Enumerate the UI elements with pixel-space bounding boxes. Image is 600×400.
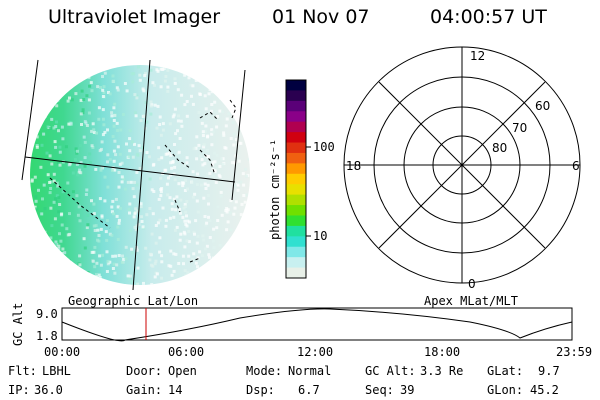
timeline-xtick-0600: 06:00: [168, 345, 204, 359]
colorbar-swatch: [286, 225, 306, 237]
colorbar-swatch: [286, 173, 306, 185]
colorbar-swatch: [286, 257, 306, 269]
timeline-ytick-top: 9.0: [36, 307, 58, 321]
mlt-label-0: 0: [468, 277, 476, 291]
timeline-left-title: Geographic Lat/Lon: [68, 294, 198, 308]
colorbar-swatch: [286, 80, 306, 91]
status-panel: Flt: LBHL Door: Open Mode: Normal GC Alt…: [8, 364, 560, 397]
colorbar-swatch: [286, 215, 306, 227]
filter-label: Flt:: [8, 364, 37, 378]
colorbar: 100 10 photon cm⁻²s⁻¹: [268, 79, 335, 279]
colorbar-unit-label: photon cm⁻²s⁻¹: [268, 139, 282, 240]
filter-value: LBHL: [42, 364, 71, 378]
mlat-label-70: 70: [512, 121, 527, 135]
colorbar-swatch: [286, 111, 306, 123]
time-label: 04:00:57 UT: [430, 6, 547, 28]
timeline-xtick-1200: 12:00: [297, 345, 333, 359]
mlt-label-18: 18: [346, 159, 361, 173]
colorbar-swatch: [286, 100, 306, 112]
timeline-xtick-2359: 23:59: [556, 345, 592, 359]
geo-grid-lines: [21, 59, 246, 291]
colorbar-swatch: [286, 90, 306, 102]
ip-value: 36.0: [34, 383, 63, 397]
colorbar-swatch: [286, 205, 306, 216]
ip-label: IP:: [8, 383, 30, 397]
door-label: Door:: [126, 364, 162, 378]
gain-value: 14: [168, 383, 182, 397]
glon-label: GLon:: [487, 383, 523, 397]
colorbar-tick-10: 10: [313, 229, 327, 243]
aurora-image: [21, 59, 250, 291]
glat-label: GLat:: [487, 364, 523, 378]
gcalt-value: 3.3 Re: [420, 364, 463, 378]
glon-value: 45.2: [530, 383, 559, 397]
colorbar-swatch: [286, 142, 306, 154]
colorbar-swatch: [286, 152, 306, 164]
timeline-right-title: Apex MLat/MLT: [424, 294, 518, 308]
colorbar-tick-100: 100: [313, 140, 335, 154]
seq-label: Seq:: [365, 383, 394, 397]
altitude-timeline: Geographic Lat/Lon Apex MLat/MLT GC Alt …: [11, 294, 592, 359]
mlt-label-12: 12: [470, 49, 485, 63]
colorbar-swatch: [286, 121, 306, 133]
mlat-label-60: 60: [535, 99, 550, 113]
instrument-title: Ultraviolet Imager: [48, 6, 221, 28]
altitude-curve: [61, 308, 573, 342]
colorbar-swatch: [286, 236, 306, 248]
colorbar-swatch: [286, 267, 306, 279]
dsp-label: Dsp:: [246, 383, 275, 397]
coastline: [49, 99, 237, 263]
colorbar-swatch: [286, 132, 306, 144]
timeline-ytick-bottom: 1.8: [36, 329, 58, 343]
date-label: 01 Nov 07: [272, 6, 370, 28]
colorbar-swatch: [286, 246, 306, 258]
mode-label: Mode:: [246, 364, 282, 378]
timeline-axis-label: GC Alt: [11, 303, 25, 346]
gain-label: Gain:: [126, 383, 162, 397]
colorbar-swatch: [286, 163, 306, 175]
door-value: Open: [168, 364, 197, 378]
seq-value: 39: [400, 383, 414, 397]
mode-value: Normal: [288, 364, 331, 378]
colorbar-swatch: [286, 184, 306, 196]
colorbar-swatch: [286, 194, 306, 206]
timeline-xtick-1800: 18:00: [424, 345, 460, 359]
dsp-value: 6.7: [298, 383, 320, 397]
mlat-label-80: 80: [492, 141, 507, 155]
glat-value: 9.7: [538, 364, 560, 378]
gcalt-label: GC Alt:: [365, 364, 416, 378]
timeline-xtick-0000: 00:00: [44, 345, 80, 359]
polar-plot: [343, 46, 581, 284]
mlt-label-6: 6: [572, 159, 580, 173]
